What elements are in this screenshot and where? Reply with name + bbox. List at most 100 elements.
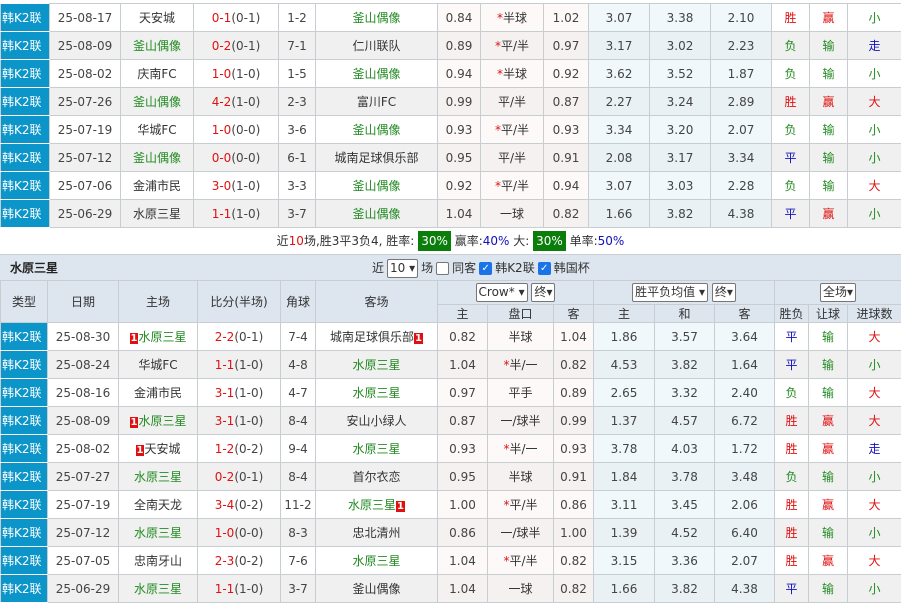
away-team-cell[interactable]: 釜山偶像 bbox=[316, 172, 438, 200]
league-cell[interactable]: 韩K2联 bbox=[1, 575, 48, 603]
league2-checkbox[interactable]: ✓ bbox=[538, 262, 551, 275]
away-team-cell[interactable]: 水原三星1 bbox=[316, 491, 438, 519]
home-team-name[interactable]: 忠南牙山 bbox=[134, 554, 182, 568]
home-team-cell[interactable]: 1水原三星 bbox=[119, 407, 198, 435]
away-team-cell[interactable]: 城南足球俱乐部1 bbox=[316, 323, 438, 351]
away-team-cell[interactable]: 水原三星 bbox=[316, 547, 438, 575]
league-cell[interactable]: 韩K2联 bbox=[1, 435, 48, 463]
match-count-select[interactable]: 10 ▾ bbox=[387, 259, 418, 278]
away-team-cell[interactable]: 釜山偶像 bbox=[316, 575, 438, 603]
away-team-name[interactable]: 水原三星 bbox=[352, 358, 400, 372]
league-cell[interactable]: 韩K2联 bbox=[1, 60, 50, 88]
away-team-cell[interactable]: 仁川联队 bbox=[316, 32, 438, 60]
home-team-name[interactable]: 华城FC bbox=[138, 358, 177, 372]
home-team-cell[interactable]: 庆南FC bbox=[121, 60, 194, 88]
home-team-cell[interactable]: 水原三星 bbox=[119, 519, 198, 547]
home-team-name[interactable]: 天安城 bbox=[144, 442, 180, 456]
score-cell[interactable]: 2-2(0-1) bbox=[198, 323, 281, 351]
score-cell[interactable]: 0-1(0-1) bbox=[194, 4, 279, 32]
away-team-cell[interactable]: 首尔衣恋 bbox=[316, 463, 438, 491]
home-team-name[interactable]: 金浦市民 bbox=[133, 179, 181, 193]
away-team-cell[interactable]: 釜山偶像 bbox=[316, 60, 438, 88]
away-team-cell[interactable]: 釜山偶像 bbox=[316, 116, 438, 144]
home-team-cell[interactable]: 忠南牙山 bbox=[119, 547, 198, 575]
home-team-name[interactable]: 釜山偶像 bbox=[133, 39, 181, 53]
league-cell[interactable]: 韩K2联 bbox=[1, 463, 48, 491]
league-cell[interactable]: 韩K2联 bbox=[1, 519, 48, 547]
score-cell[interactable]: 1-1(1-0) bbox=[194, 200, 279, 228]
league-cell[interactable]: 韩K2联 bbox=[1, 116, 50, 144]
league-cell[interactable]: 韩K2联 bbox=[1, 88, 50, 116]
away-team-name[interactable]: 首尔衣恋 bbox=[352, 470, 400, 484]
home-team-cell[interactable]: 釜山偶像 bbox=[121, 32, 194, 60]
home-team-name[interactable]: 釜山偶像 bbox=[133, 151, 181, 165]
away-team-name[interactable]: 釜山偶像 bbox=[352, 67, 400, 81]
away-team-cell[interactable]: 城南足球俱乐部 bbox=[316, 144, 438, 172]
home-team-name[interactable]: 水原三星 bbox=[134, 582, 182, 596]
away-team-cell[interactable]: 富川FC bbox=[316, 88, 438, 116]
home-team-name[interactable]: 水原三星 bbox=[138, 330, 186, 344]
league-cell[interactable]: 韩K2联 bbox=[1, 144, 50, 172]
score-cell[interactable]: 1-0(1-0) bbox=[194, 60, 279, 88]
score-cell[interactable]: 3-4(0-2) bbox=[198, 491, 281, 519]
score-cell[interactable]: 2-3(0-2) bbox=[198, 547, 281, 575]
league-cell[interactable]: 韩K2联 bbox=[1, 547, 48, 575]
score-cell[interactable]: 1-1(1-0) bbox=[198, 575, 281, 603]
home-team-cell[interactable]: 华城FC bbox=[119, 351, 198, 379]
away-team-name[interactable]: 水原三星 bbox=[348, 498, 396, 512]
away-team-name[interactable]: 仁川联队 bbox=[352, 39, 400, 53]
home-team-name[interactable]: 釜山偶像 bbox=[133, 95, 181, 109]
same-venue-checkbox[interactable] bbox=[436, 262, 449, 275]
home-team-cell[interactable]: 1天安城 bbox=[119, 435, 198, 463]
league-cell[interactable]: 韩K2联 bbox=[1, 323, 48, 351]
away-team-name[interactable]: 釜山偶像 bbox=[352, 207, 400, 221]
league-cell[interactable]: 韩K2联 bbox=[1, 491, 48, 519]
home-team-cell[interactable]: 釜山偶像 bbox=[121, 88, 194, 116]
away-team-cell[interactable]: 安山小绿人 bbox=[316, 407, 438, 435]
home-team-name[interactable]: 水原三星 bbox=[138, 414, 186, 428]
away-team-cell[interactable]: 水原三星 bbox=[316, 351, 438, 379]
score-cell[interactable]: 0-2(0-1) bbox=[194, 32, 279, 60]
score-cell[interactable]: 0-0(0-0) bbox=[194, 144, 279, 172]
league-cell[interactable]: 韩K2联 bbox=[1, 172, 50, 200]
away-team-name[interactable]: 富川FC bbox=[357, 95, 396, 109]
away-team-name[interactable]: 釜山偶像 bbox=[352, 123, 400, 137]
score-cell[interactable]: 4-2(1-0) bbox=[194, 88, 279, 116]
score-cell[interactable]: 3-1(1-0) bbox=[198, 407, 281, 435]
euro-final-select[interactable]: 终▾ bbox=[712, 283, 736, 302]
score-cell[interactable]: 3-0(1-0) bbox=[194, 172, 279, 200]
home-team-name[interactable]: 天安城 bbox=[139, 11, 175, 25]
away-team-name[interactable]: 水原三星 bbox=[352, 442, 400, 456]
home-team-cell[interactable]: 水原三星 bbox=[119, 463, 198, 491]
league-cell[interactable]: 韩K2联 bbox=[1, 407, 48, 435]
home-team-name[interactable]: 水原三星 bbox=[134, 526, 182, 540]
away-team-name[interactable]: 釜山偶像 bbox=[352, 582, 400, 596]
home-team-cell[interactable]: 水原三星 bbox=[121, 200, 194, 228]
score-cell[interactable]: 1-2(0-2) bbox=[198, 435, 281, 463]
away-team-cell[interactable]: 釜山偶像 bbox=[316, 200, 438, 228]
away-team-cell[interactable]: 水原三星 bbox=[316, 379, 438, 407]
away-team-name[interactable]: 城南足球俱乐部 bbox=[334, 151, 418, 165]
score-cell[interactable]: 3-1(1-0) bbox=[198, 379, 281, 407]
asian-final-select[interactable]: 终▾ bbox=[531, 283, 555, 302]
home-team-cell[interactable]: 全南天龙 bbox=[119, 491, 198, 519]
home-team-name[interactable]: 华城FC bbox=[137, 123, 176, 137]
league-cell[interactable]: 韩K2联 bbox=[1, 351, 48, 379]
euro-select[interactable]: 胜平负均值 ▾ bbox=[632, 283, 708, 302]
home-team-name[interactable]: 水原三星 bbox=[134, 470, 182, 484]
away-team-name[interactable]: 水原三星 bbox=[352, 554, 400, 568]
league-cell[interactable]: 韩K2联 bbox=[1, 4, 50, 32]
home-team-name[interactable]: 水原三星 bbox=[133, 207, 181, 221]
league-cell[interactable]: 韩K2联 bbox=[1, 379, 48, 407]
home-team-cell[interactable]: 1水原三星 bbox=[119, 323, 198, 351]
league-cell[interactable]: 韩K2联 bbox=[1, 200, 50, 228]
period-select[interactable]: 全场▾ bbox=[820, 283, 856, 302]
away-team-name[interactable]: 安山小绿人 bbox=[346, 414, 406, 428]
score-cell[interactable]: 1-0(0-0) bbox=[194, 116, 279, 144]
score-cell[interactable]: 0-2(0-1) bbox=[198, 463, 281, 491]
home-team-cell[interactable]: 水原三星 bbox=[119, 575, 198, 603]
away-team-cell[interactable]: 水原三星 bbox=[316, 435, 438, 463]
away-team-name[interactable]: 城南足球俱乐部 bbox=[330, 330, 414, 344]
away-team-name[interactable]: 水原三星 bbox=[352, 386, 400, 400]
away-team-name[interactable]: 釜山偶像 bbox=[352, 11, 400, 25]
